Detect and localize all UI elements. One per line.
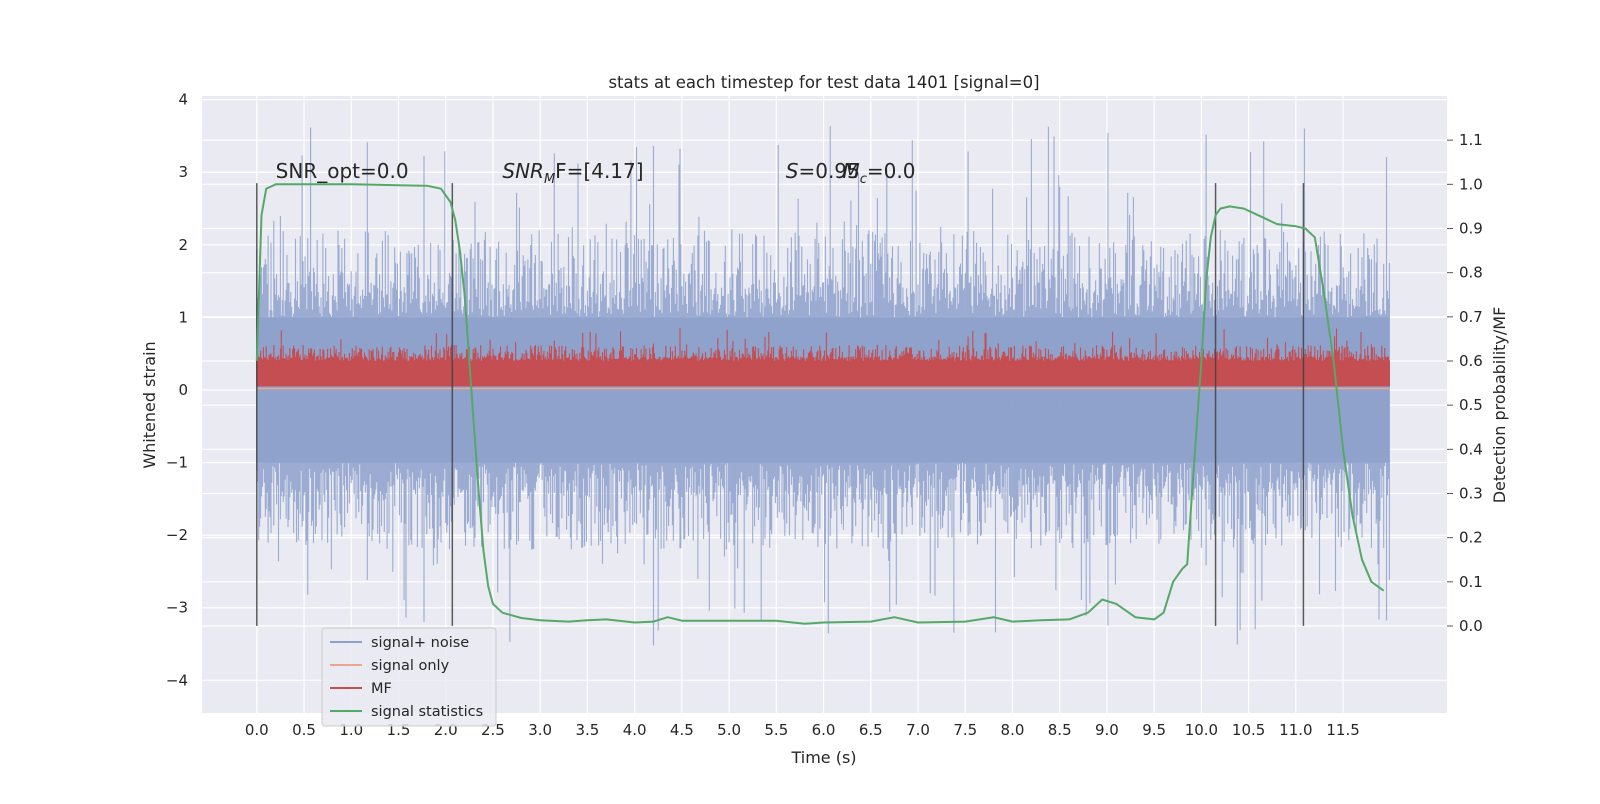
- y-tick-label: −2: [166, 526, 188, 544]
- x-tick-label: 5.5: [764, 721, 788, 739]
- x-tick-label: 4.5: [670, 721, 694, 739]
- series-layer: [255, 126, 1390, 646]
- y-right-tick-label: 0.0: [1459, 617, 1483, 635]
- y-tick-label: −4: [166, 671, 188, 689]
- x-tick-label: 3.5: [575, 721, 599, 739]
- y-tick-label: 0: [178, 381, 188, 399]
- y-right-tick-label: 0.9: [1459, 219, 1483, 237]
- x-tick-label: 8.0: [1001, 721, 1025, 739]
- annotation-s-symbol: S: [786, 159, 799, 183]
- y-axis-label: Whitened strain: [140, 341, 159, 468]
- x-tick-label: 4.0: [623, 721, 647, 739]
- legend-label-signal-only: signal only: [371, 658, 450, 674]
- annotation-mc: Mc=0.0: [842, 159, 915, 187]
- axis-ticks: 0.0 0.5 1.0 1.5 2.0 2.5 3.0 3.5 4.0 4.5 5.0 5.5 6.0 6…: [166, 91, 1483, 739]
- x-tick-label: 11.0: [1279, 721, 1312, 739]
- annotation-mc-subscript: c: [860, 172, 867, 187]
- series-signal-statistics: [255, 183, 1385, 625]
- x-tick-label: 3.0: [528, 721, 552, 739]
- y-right-tick-label: 0.6: [1459, 352, 1483, 370]
- chart-title: stats at each timestep for test data 140…: [608, 73, 1039, 92]
- x-tick-label: 6.5: [859, 721, 883, 739]
- y-tick-label: −1: [166, 454, 188, 472]
- legend: signal+ noise signal only MF signal stat…: [321, 627, 497, 727]
- y-right-tick-label: 0.8: [1459, 264, 1483, 282]
- y-right-tick-label: 0.7: [1459, 308, 1483, 326]
- x-tick-label: 10.5: [1232, 721, 1265, 739]
- y-tick-label: 1: [178, 308, 188, 326]
- x-tick-label: 9.0: [1095, 721, 1119, 739]
- x-tick-label: 8.5: [1048, 721, 1072, 739]
- y-tick-label: 4: [178, 91, 188, 109]
- y-tick-label: −3: [166, 599, 188, 617]
- y-tick-label: 2: [178, 236, 188, 254]
- annotation-snr-mf: SNRMF=[4.17]: [502, 159, 643, 187]
- annotation-snr-opt: SNR_opt=0.0: [276, 159, 409, 183]
- x-tick-label: 0.5: [292, 721, 316, 739]
- annotation-snr-mf-value: F=[4.17]: [555, 159, 643, 183]
- annotation-s-value: =0.95: [798, 159, 859, 183]
- x-tick-label: 0.0: [245, 721, 269, 739]
- x-axis-label: Time (s): [790, 748, 856, 767]
- y-right-tick-label: 0.2: [1459, 529, 1483, 547]
- x-tick-label: 7.0: [906, 721, 930, 739]
- y-right-tick-label: 1.0: [1459, 175, 1483, 193]
- x-tick-label: 10.0: [1185, 721, 1218, 739]
- annotation-mc-value: =0.0: [867, 159, 916, 183]
- y-right-tick-label: 0.3: [1459, 484, 1483, 502]
- y-right-tick-label: 1.1: [1459, 131, 1483, 149]
- legend-box: [321, 627, 497, 727]
- y-right-tick-label: 0.1: [1459, 573, 1483, 591]
- annotation-mc-symbol: M: [842, 159, 859, 183]
- annotation-s: S=0.95: [786, 159, 860, 183]
- x-tick-label: 9.5: [1142, 721, 1166, 739]
- y-axis-label-right: Detection probability/MF: [1490, 307, 1509, 504]
- annotations: SNR_opt=0.0 SNRMF=[4.17] S=0.95 Mc=0.0: [276, 159, 916, 187]
- legend-label-signal-noise: signal+ noise: [371, 635, 469, 651]
- annotation-snr-mf-symbol: SNR: [502, 159, 544, 183]
- annotation-snr-mf-subscript: M: [544, 172, 555, 187]
- x-tick-label: 11.5: [1326, 721, 1359, 739]
- legend-label-signal-statistics: signal statistics: [371, 704, 483, 720]
- y-right-tick-label: 0.4: [1459, 440, 1483, 458]
- x-tick-label: 6.0: [812, 721, 836, 739]
- y-tick-label: 3: [178, 163, 188, 181]
- series-signal-noise-core: [256, 317, 1390, 463]
- x-tick-label: 7.5: [953, 721, 977, 739]
- legend-label-mf: MF: [371, 681, 392, 697]
- x-tick-label: 5.0: [717, 721, 741, 739]
- y-right-tick-label: 0.5: [1459, 396, 1483, 414]
